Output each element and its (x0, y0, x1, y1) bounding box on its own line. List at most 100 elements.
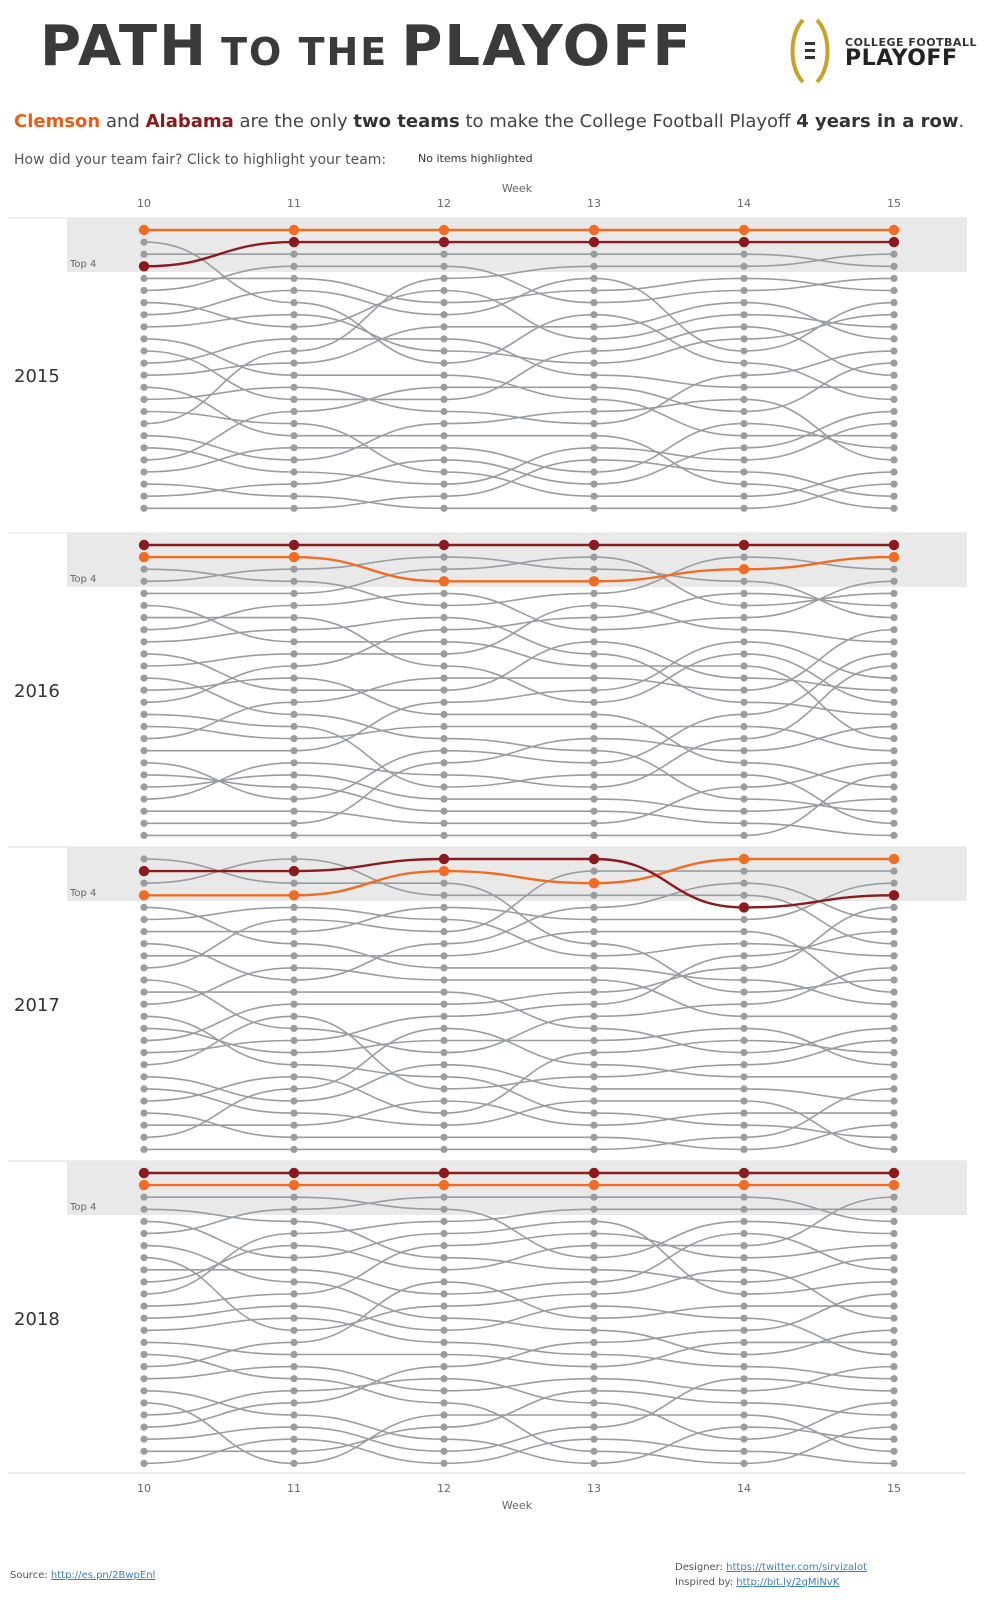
team-line (143, 604, 895, 740)
team-point (440, 504, 448, 512)
team-point (740, 1085, 748, 1093)
year-label: 2018 (14, 1309, 60, 1330)
team-point (440, 1302, 448, 1310)
team-point (290, 662, 298, 670)
team-point (590, 1387, 598, 1395)
team-line (143, 386, 895, 510)
designer-link[interactable]: https://twitter.com/sirvizalot (726, 1562, 867, 1573)
team-point (140, 915, 148, 924)
inspired-label: Inspired by: (675, 1577, 737, 1588)
team-point (590, 1097, 598, 1105)
team-point (890, 1242, 898, 1250)
team-point (890, 456, 898, 464)
team-point (740, 1350, 748, 1359)
team-point (740, 614, 748, 622)
team-point (440, 783, 448, 791)
title-playoff: PLAYOFF (401, 14, 693, 79)
team-point (140, 940, 148, 948)
team-point (440, 1326, 448, 1334)
source-link[interactable]: http://es.pn/2BwpEnl (50, 1570, 156, 1581)
cfp-logo: COLLEGE FOOTBALL PLAYOFF (785, 16, 976, 86)
team-point (590, 347, 598, 355)
trophy-icon (790, 18, 830, 84)
top4-label: Top 4 (69, 1202, 96, 1213)
team-point (140, 1254, 148, 1262)
team-point (290, 1302, 298, 1310)
team-point (740, 456, 748, 464)
team-point (290, 1435, 298, 1443)
team-point (290, 1266, 298, 1274)
alabama-point (138, 1167, 150, 1179)
team-point (890, 674, 898, 682)
team-point (740, 1145, 748, 1153)
team-point (440, 1061, 448, 1069)
team-point (740, 879, 748, 887)
team-point (890, 964, 898, 972)
team-point (290, 614, 298, 622)
team-point (890, 722, 898, 731)
team-point (140, 1109, 148, 1117)
team-point (740, 1447, 748, 1455)
team-point (290, 1036, 298, 1045)
x-tick-label-bottom: 12 (437, 1482, 451, 1495)
team-point (590, 1109, 598, 1117)
team-line (144, 1232, 895, 1295)
team-point (890, 601, 898, 610)
team-point (140, 1266, 148, 1274)
top4-band (67, 533, 967, 587)
team-point (440, 1459, 448, 1467)
team-point (590, 323, 598, 331)
team-point (590, 311, 598, 319)
team-point (290, 795, 298, 803)
alabama-point (588, 853, 600, 865)
team-point (590, 456, 598, 464)
team-point (440, 262, 448, 270)
team-point (740, 359, 748, 367)
team-line (143, 616, 895, 716)
team-point (290, 1024, 298, 1032)
team-point (890, 1205, 898, 1213)
team-point (740, 686, 748, 694)
team-point (440, 747, 448, 755)
team-point (740, 395, 748, 403)
team-point (140, 1229, 148, 1238)
team-point (740, 250, 748, 258)
team-point (440, 1363, 448, 1371)
subtitle-rest: to make the College Football Playoff (465, 111, 791, 132)
team-point (440, 1193, 448, 1201)
team-point (590, 1411, 598, 1419)
designer-label: Designer: (675, 1562, 727, 1573)
team-line (144, 1100, 894, 1127)
team-line (143, 1438, 895, 1465)
highlight-selector[interactable]: No items highlighted (418, 152, 533, 165)
team-point (440, 311, 448, 319)
team-point (290, 420, 298, 428)
team-point (440, 1242, 448, 1250)
team-point (290, 1338, 298, 1346)
team-point (140, 1242, 148, 1250)
team-line (143, 410, 895, 497)
clemson-point (288, 890, 300, 901)
team-point (140, 1423, 148, 1431)
team-point (290, 952, 298, 960)
team-point (590, 420, 598, 428)
team-point (590, 565, 598, 573)
team-point (590, 383, 598, 391)
team-point (290, 1314, 298, 1322)
team-point (140, 964, 148, 972)
team-point (140, 395, 148, 403)
team-point (740, 1193, 748, 1201)
team-point (590, 444, 598, 452)
team-line (143, 677, 895, 812)
team-point (740, 1217, 748, 1225)
team-point (140, 492, 148, 500)
clemson-line (143, 857, 894, 897)
team-point (290, 771, 298, 779)
alabama-point (888, 539, 900, 551)
clemson-point (588, 576, 600, 587)
team-point (590, 1447, 598, 1455)
team-point (590, 988, 598, 996)
team-point (140, 1217, 148, 1225)
team-point (440, 807, 448, 815)
inspired-link[interactable]: http://bit.ly/2qMiNvK (736, 1577, 840, 1588)
